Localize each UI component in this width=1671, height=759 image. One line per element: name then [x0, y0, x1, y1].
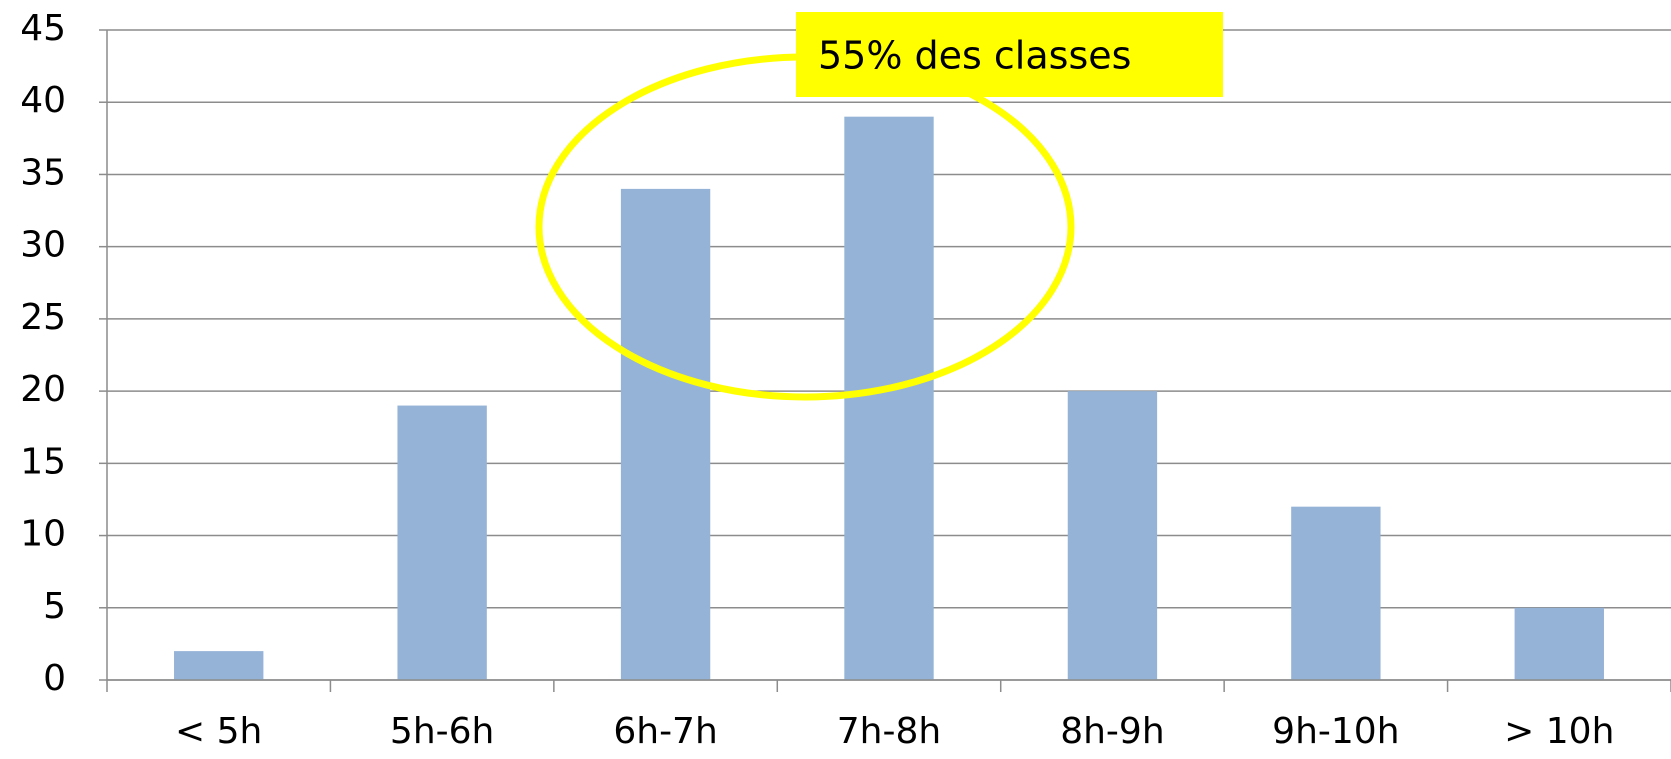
x-tick-label: 6h-7h	[613, 711, 717, 752]
bar	[1514, 607, 1604, 680]
x-tick-label: 7h-8h	[837, 711, 941, 752]
bar	[620, 188, 711, 680]
y-tick-label: 20	[20, 369, 66, 410]
bar	[844, 116, 934, 680]
y-tick-label: 25	[20, 297, 66, 338]
annotation: 55% des classes	[818, 34, 1131, 78]
bar	[174, 651, 264, 680]
y-tick-label: 45	[20, 8, 66, 49]
x-tick-label: > 10h	[1504, 711, 1614, 752]
bar	[1291, 506, 1381, 680]
y-tick-label: 10	[20, 514, 66, 555]
y-tick-label: 5	[43, 586, 66, 627]
x-tick-label: 5h-6h	[390, 711, 494, 752]
x-tick-label: 9h-10h	[1272, 711, 1399, 752]
x-tick-label: 8h-9h	[1060, 711, 1164, 752]
x-tick-label: < 5h	[175, 711, 262, 752]
y-tick-label: 40	[20, 80, 66, 121]
y-tick-label: 35	[20, 152, 66, 193]
y-tick-label: 30	[20, 225, 66, 266]
bar	[397, 405, 487, 680]
bar	[1067, 391, 1158, 680]
annotation-box	[796, 12, 1223, 97]
annotation-ellipse	[535, 53, 1075, 401]
y-tick-label: 0	[43, 658, 66, 699]
y-tick-label: 15	[20, 441, 66, 482]
